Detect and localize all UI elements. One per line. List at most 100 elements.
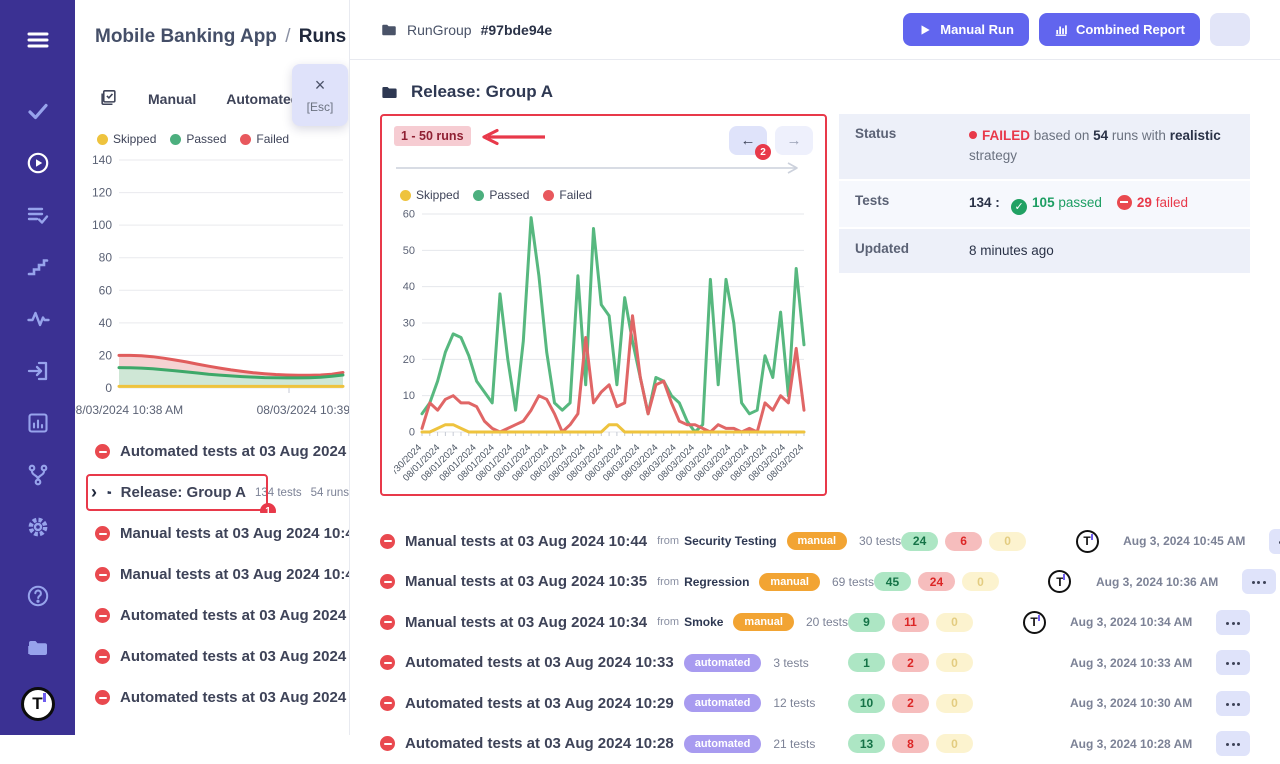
steps-icon[interactable] bbox=[25, 254, 51, 280]
chevron-right-icon[interactable]: › bbox=[91, 482, 97, 503]
status-text: runs with bbox=[1112, 128, 1166, 143]
runs-play-icon[interactable] bbox=[25, 150, 51, 176]
side-run-item[interactable]: Manual tests at 03 Aug 2024 10:42 bbox=[75, 554, 349, 595]
row-menu-button[interactable] bbox=[1216, 691, 1250, 716]
check-icon[interactable] bbox=[25, 98, 51, 124]
close-overlay-button[interactable]: × [Esc] bbox=[292, 64, 348, 126]
side-run-title[interactable]: Automated tests at 03 Aug 2024 10 bbox=[120, 443, 349, 460]
failed-status-icon bbox=[95, 444, 110, 459]
run-source[interactable]: Smoke bbox=[684, 615, 723, 629]
svg-text:100: 100 bbox=[92, 218, 112, 232]
side-run-group-item[interactable]: › Release: Group A 134 tests 54 runs 1 bbox=[75, 472, 349, 513]
more-menu-button[interactable] bbox=[1210, 13, 1250, 46]
run-timestamp: Aug 3, 2024 10:30 AM bbox=[1070, 696, 1210, 710]
svg-text:120: 120 bbox=[92, 186, 112, 200]
menu-icon[interactable] bbox=[25, 27, 51, 53]
svg-text:60: 60 bbox=[99, 283, 113, 297]
row-menu-button[interactable] bbox=[1269, 529, 1280, 554]
folder-icon bbox=[380, 21, 398, 39]
failed-status-icon bbox=[95, 567, 110, 582]
passed-pill: 9 bbox=[848, 613, 885, 632]
failed-status-icon bbox=[95, 526, 110, 541]
passed-check-icon: ✓ bbox=[1011, 199, 1027, 215]
side-run-title[interactable]: Manual tests at 03 Aug 2024 10:42 bbox=[120, 566, 349, 583]
run-type-badge: automated bbox=[684, 735, 762, 753]
status-value: FAILED based on 54 runs with realistic s… bbox=[969, 114, 1250, 179]
settings-gear-icon[interactable] bbox=[25, 514, 51, 540]
select-runs-icon[interactable] bbox=[99, 88, 118, 110]
tab-automated[interactable]: Automated bbox=[226, 91, 299, 107]
group-tests-count: 134 tests bbox=[255, 487, 302, 499]
analytics-icon[interactable] bbox=[25, 410, 51, 436]
from-label: from bbox=[657, 616, 679, 628]
run-source[interactable]: Security Testing bbox=[684, 534, 776, 548]
branch-icon[interactable] bbox=[25, 462, 51, 488]
updated-value: 8 minutes ago bbox=[969, 229, 1068, 273]
side-run-item[interactable]: Automated tests at 03 Aug 2024 10 bbox=[75, 677, 349, 718]
failed-status-icon bbox=[95, 608, 110, 623]
legend-failed: Failed bbox=[256, 132, 289, 146]
legend-passed: Passed bbox=[186, 132, 226, 146]
side-run-item[interactable]: Automated tests at 03 Aug 2024 10 bbox=[75, 431, 349, 472]
failed-status-icon bbox=[380, 574, 395, 589]
failed-status-icon bbox=[380, 615, 395, 630]
tab-manual[interactable]: Manual bbox=[148, 91, 196, 107]
tests-label: Tests bbox=[839, 181, 969, 227]
list-check-icon[interactable] bbox=[25, 202, 51, 228]
side-run-title[interactable]: Automated tests at 03 Aug 2024 10 bbox=[120, 689, 349, 706]
mini-chart-x-labels: 08/03/2024 10:38 AM 08/03/2024 10:39 bbox=[75, 403, 350, 417]
status-text: based on bbox=[1034, 128, 1090, 143]
app-logo[interactable]: T bbox=[21, 687, 55, 721]
run-source[interactable]: Regression bbox=[684, 575, 749, 589]
run-title[interactable]: Manual tests at 03 Aug 2024 10:34 bbox=[405, 614, 647, 631]
side-run-item[interactable]: Manual tests at 03 Aug 2024 10:43 bbox=[75, 513, 349, 554]
row-menu-button[interactable] bbox=[1216, 610, 1250, 635]
legend-skipped: Skipped bbox=[416, 188, 459, 202]
side-run-item[interactable]: Automated tests at 03 Aug 2024 10 bbox=[75, 595, 349, 636]
passed-pill: 13 bbox=[848, 734, 885, 753]
tests-passed-word: passed bbox=[1058, 195, 1102, 210]
run-timestamp: Aug 3, 2024 10:36 AM bbox=[1096, 575, 1236, 589]
run-title[interactable]: Manual tests at 03 Aug 2024 10:35 bbox=[405, 573, 647, 590]
breadcrumb: Mobile Banking App / Runs bbox=[95, 26, 349, 48]
row-menu-button[interactable] bbox=[1216, 731, 1250, 756]
close-icon[interactable]: × bbox=[315, 76, 326, 94]
run-title[interactable]: Automated tests at 03 Aug 2024 10:33 bbox=[405, 654, 674, 671]
runs-list: Manual tests at 03 Aug 2024 10:44 from S… bbox=[380, 521, 1250, 764]
folder-icon bbox=[380, 83, 399, 102]
run-row: Automated tests at 03 Aug 2024 10:29 aut… bbox=[380, 683, 1250, 724]
svg-text:40: 40 bbox=[99, 316, 113, 330]
run-row: Automated tests at 03 Aug 2024 10:28 aut… bbox=[380, 724, 1250, 764]
runs-range-label: 1 - 50 runs bbox=[394, 126, 471, 146]
run-timestamp: Aug 3, 2024 10:28 AM bbox=[1070, 737, 1210, 751]
run-title[interactable]: Automated tests at 03 Aug 2024 10:28 bbox=[405, 735, 674, 752]
run-title[interactable]: Manual tests at 03 Aug 2024 10:44 bbox=[405, 533, 647, 550]
tests-total: 134 : bbox=[969, 195, 1000, 210]
manual-run-button[interactable]: Manual Run bbox=[903, 13, 1029, 46]
import-icon[interactable] bbox=[25, 358, 51, 384]
combined-report-button[interactable]: Combined Report bbox=[1039, 13, 1200, 46]
runs-side-panel: Mobile Banking App / Runs Manual Automat… bbox=[75, 0, 350, 735]
projects-folder-icon[interactable] bbox=[25, 635, 51, 661]
chart-next-button[interactable]: → bbox=[775, 126, 813, 155]
pulse-icon[interactable] bbox=[25, 306, 51, 332]
failed-status-icon bbox=[380, 696, 395, 711]
side-group-title[interactable]: Release: Group A bbox=[121, 484, 246, 501]
chart-prev-button[interactable]: ← 2 bbox=[729, 126, 767, 155]
run-type-badge: manual bbox=[759, 573, 820, 591]
side-run-title[interactable]: Automated tests at 03 Aug 2024 10 bbox=[120, 648, 349, 665]
side-run-title[interactable]: Automated tests at 03 Aug 2024 10 bbox=[120, 607, 349, 624]
side-run-title[interactable]: Manual tests at 03 Aug 2024 10:43 bbox=[120, 525, 349, 542]
breadcrumb-project[interactable]: Mobile Banking App bbox=[95, 26, 277, 47]
svg-text:30: 30 bbox=[403, 318, 415, 330]
run-tests-count: 30 tests bbox=[859, 534, 901, 548]
row-menu-button[interactable] bbox=[1216, 650, 1250, 675]
row-menu-button[interactable] bbox=[1242, 569, 1276, 594]
from-label: from bbox=[657, 535, 679, 547]
from-label: from bbox=[657, 576, 679, 588]
status-failed-text: FAILED bbox=[982, 128, 1030, 143]
run-title[interactable]: Automated tests at 03 Aug 2024 10:29 bbox=[405, 695, 674, 712]
help-icon[interactable] bbox=[25, 583, 51, 609]
side-run-item[interactable]: Automated tests at 03 Aug 2024 10 bbox=[75, 636, 349, 677]
run-row: Manual tests at 03 Aug 2024 10:34 from S… bbox=[380, 602, 1250, 643]
